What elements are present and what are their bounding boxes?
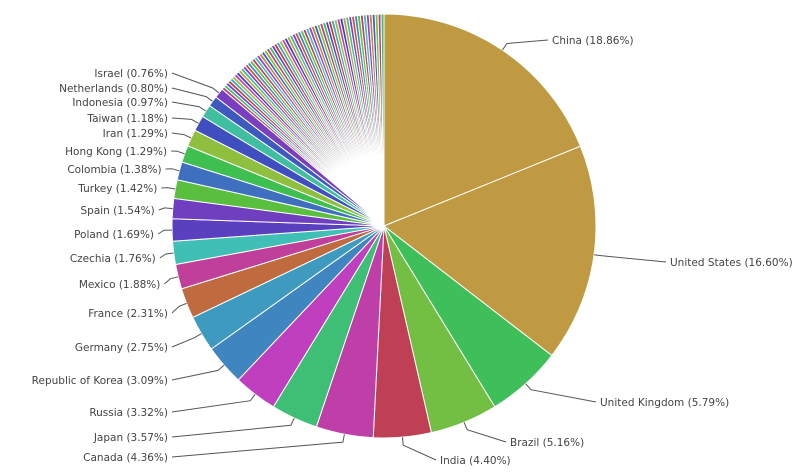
slice-united-states — [383, 145, 597, 357]
slice-taiwan-leader-line — [171, 117, 199, 124]
slice-canada-leader-line — [171, 434, 345, 458]
slice-hong-kong-leader-line — [171, 150, 185, 155]
slice-india-label: India (4.40%) — [440, 455, 511, 467]
slice-taiwan-label: Taiwan (1.18%) — [86, 113, 168, 125]
slice-united-states-label: United States (16.60%) — [670, 257, 793, 269]
slice-netherlands-label: Netherlands (0.80%) — [59, 83, 168, 95]
slice-brazil-label: Brazil (5.16%) — [510, 437, 584, 449]
slice-iran-label: Iran (1.29%) — [103, 128, 168, 140]
slice-israel-leader-line — [171, 72, 220, 94]
slice-russia-leader-line — [171, 393, 256, 413]
slice-united-states-leader-line — [594, 254, 667, 263]
slice-indonesia-label: Indonesia (0.97%) — [72, 97, 168, 109]
slice-canada-label: Canada (4.36%) — [83, 452, 168, 464]
slice-japan-leader-line — [171, 417, 295, 438]
slice-germany-leader-line — [171, 333, 202, 348]
slice-germany-label: Germany (2.75%) — [75, 342, 168, 354]
slice-poland-label: Poland (1.69%) — [74, 229, 154, 241]
slice-colombia-leader-line — [165, 168, 180, 172]
slice-czechia-leader-line — [159, 252, 174, 259]
slice-france-label: France (2.31%) — [88, 308, 168, 320]
slice-republic-of-korea-label: Republic of Korea (3.09%) — [32, 375, 168, 387]
slice-mexico-label: Mexico (1.88%) — [79, 279, 161, 291]
slice-spain-leader-line — [158, 207, 173, 211]
slice-other-62 — [380, 13, 385, 227]
slice-indonesia-leader-line — [171, 101, 207, 112]
slice-brazil-leader-line — [463, 422, 507, 443]
slice-colombia-label: Colombia (1.38%) — [67, 164, 161, 176]
slice-united-kingdom-label: United Kingdom (5.79%) — [600, 397, 729, 409]
slice-republic-of-korea-leader-line — [171, 364, 225, 381]
slice-iran-leader-line — [171, 132, 192, 139]
slice-russia-label: Russia (3.32%) — [89, 407, 168, 419]
pie-slices — [171, 13, 597, 439]
slice-poland-leader-line — [157, 229, 173, 235]
slice-japan-label: Japan (3.57%) — [93, 432, 168, 444]
slice-china — [383, 13, 582, 227]
slice-turkey-label: Turkey (1.42%) — [77, 183, 157, 195]
slice-netherlands-leader-line — [171, 87, 213, 102]
slice-hong-kong-label: Hong Kong (1.29%) — [65, 146, 167, 158]
slice-spain-label: Spain (1.54%) — [81, 205, 155, 217]
slice-france-leader-line — [171, 302, 187, 314]
slice-czechia-label: Czechia (1.76%) — [70, 253, 156, 265]
slice-mexico-leader-line — [164, 276, 179, 285]
slice-china-leader-line — [501, 39, 549, 51]
slice-united-kingdom-leader-line — [525, 383, 597, 403]
pie-labels: China (18.86%) United States (16.60%) Unit… — [32, 35, 793, 467]
slice-israel-label: Israel (0.76%) — [94, 68, 168, 80]
slice-china-label: China (18.86%) — [552, 35, 634, 47]
slice-turkey-leader-line — [161, 187, 176, 190]
slice-india-leader-line — [402, 437, 437, 461]
